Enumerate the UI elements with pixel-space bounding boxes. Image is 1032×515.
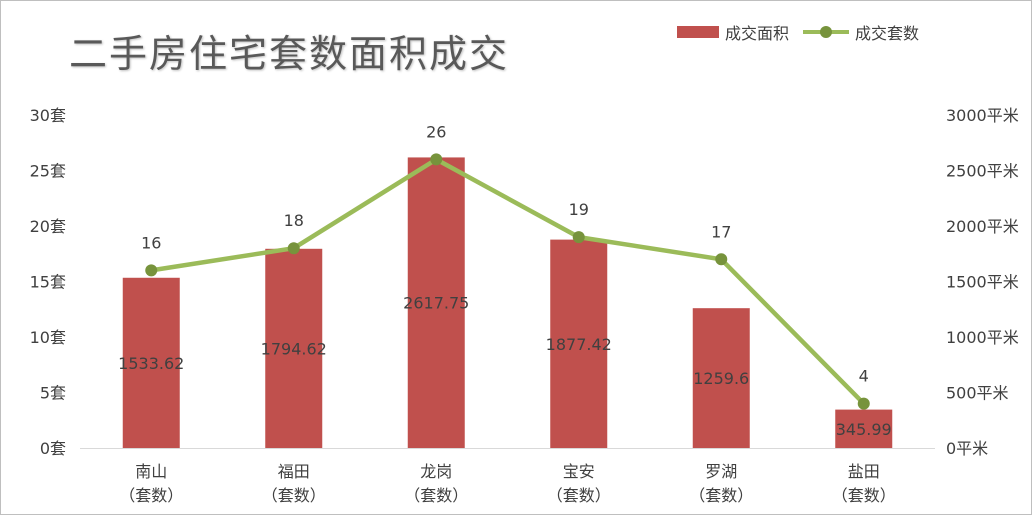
line-data-label: 18 [284,211,304,230]
y-right-tick-label: 1000平米 [946,328,1019,347]
y-left-tick-label: 25套 [30,162,66,181]
legend-label-area: 成交面积 [725,24,790,43]
bar-data-label: 1533.62 [118,354,184,373]
chart-title: 二手房住宅套数面积成交 [69,32,510,76]
x-tick-label: 罗湖 [705,462,737,481]
bar-data-label: 2617.75 [403,294,469,313]
line-marker [145,264,158,277]
line-data-label: 4 [859,367,869,386]
line-marker [287,242,300,255]
y-right-tick-label: 0平米 [946,439,988,458]
line-marker [430,153,443,166]
y-right-tick-label: 2500平米 [946,162,1019,181]
y-right-tick-label: 500平米 [946,384,1009,403]
line-marker [715,253,728,266]
x-tick-sublabel: （套数） [689,486,753,505]
x-tick-sublabel: （套数） [547,486,611,505]
x-tick-label: 盐田 [848,462,880,481]
legend-swatch-line [803,25,850,39]
x-tick-label: 龙岗 [420,462,452,481]
x-tick-label: 福田 [278,462,310,481]
bar [122,277,180,448]
legend-label-count: 成交套数 [855,24,920,43]
x-tick-sublabel: （套数） [119,486,183,505]
bar-data-label: 1259.6 [693,369,749,388]
chart-legend: 成交面积 成交套数 [677,19,933,45]
bar [265,248,323,448]
line-data-label: 19 [569,200,589,219]
bar [407,157,465,448]
legend-item-area: 成交面积 [677,20,789,44]
legend-swatch-bar [677,26,719,38]
y-right-tick-label: 3000平米 [946,106,1019,125]
bar-data-label: 1877.42 [546,335,612,354]
y-right-tick-label: 1500平米 [946,273,1019,292]
line-marker [572,231,585,244]
x-tick-label: 宝安 [563,462,595,481]
y-left-tick-label: 20套 [30,217,66,236]
x-tick-sublabel: （套数） [404,486,468,505]
bar [835,409,893,448]
x-tick-sublabel: （套数） [262,486,326,505]
bar [692,308,750,448]
y-left-tick-label: 15套 [30,273,66,292]
line-data-label: 16 [141,233,161,252]
bar-data-label: 345.99 [836,420,892,439]
line-data-label: 17 [711,222,731,241]
y-right-tick-label: 2000平米 [946,217,1019,236]
line-marker [857,397,870,410]
x-tick-sublabel: （套数） [832,486,896,505]
bar [550,239,608,448]
line-series [149,157,866,406]
legend-item-count: 成交套数 [803,20,919,44]
y-left-tick-label: 5套 [40,384,66,403]
y-left-tick-label: 10套 [30,328,66,347]
x-tick-label: 南山 [135,462,167,481]
line-data-label: 26 [426,122,446,141]
y-left-tick-label: 0套 [40,439,66,458]
y-left-tick-label: 30套 [30,106,66,125]
bar-data-label: 1794.62 [261,339,327,358]
